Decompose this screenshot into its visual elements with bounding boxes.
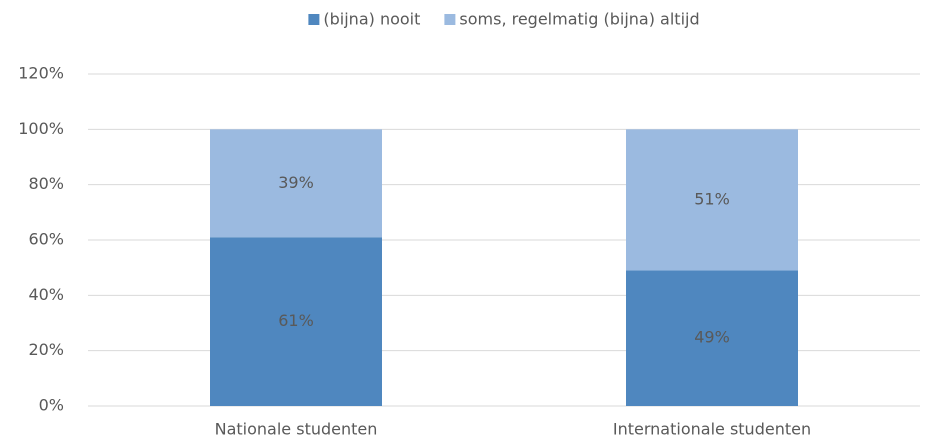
legend-label: (bijna) nooit <box>323 10 420 29</box>
bar-segment <box>210 129 382 238</box>
y-tick-label: 40% <box>28 285 64 304</box>
legend-label: soms, regelmatig (bijna) altijd <box>459 10 699 29</box>
bar-segment <box>210 237 382 406</box>
y-tick-label: 20% <box>28 340 64 359</box>
data-label: 49% <box>694 328 730 347</box>
y-tick-label: 0% <box>39 396 64 415</box>
y-tick-label: 120% <box>18 64 64 83</box>
data-label: 51% <box>694 189 730 208</box>
x-tick-label: Internationale studenten <box>613 420 811 439</box>
y-tick-label: 80% <box>28 174 64 193</box>
legend-swatch <box>308 14 320 25</box>
y-tick-label: 60% <box>28 230 64 249</box>
data-label: 39% <box>278 173 314 192</box>
bar-segment <box>626 270 798 406</box>
legend-swatch <box>444 14 456 25</box>
bar-segment <box>626 129 798 271</box>
y-tick-label: 100% <box>18 119 64 138</box>
data-label: 61% <box>278 311 314 330</box>
x-tick-label: Nationale studenten <box>215 420 378 439</box>
